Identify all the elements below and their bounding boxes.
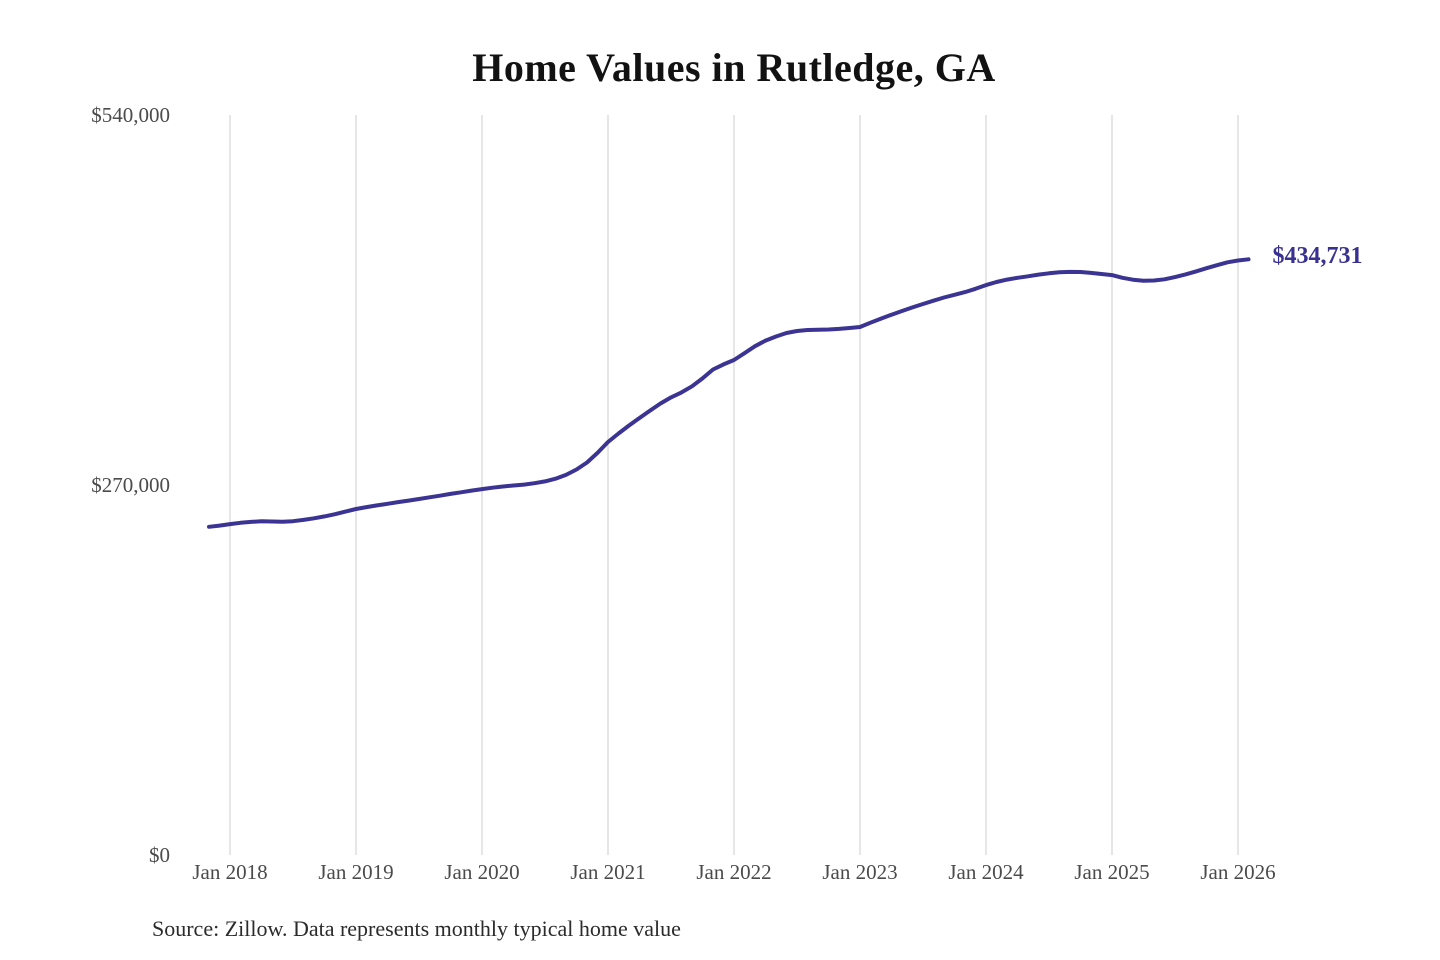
last-value-label: $434,731 xyxy=(1272,243,1363,270)
x-axis-tick-label: Jan 2025 xyxy=(1074,860,1150,884)
y-axis-tick-label: $0 xyxy=(149,843,170,867)
gridlines xyxy=(229,115,1239,855)
home-value-line xyxy=(207,257,1251,529)
x-axis-tick-label: Jan 2021 xyxy=(570,860,646,884)
y-axis-tick-label: $540,000 xyxy=(91,103,170,127)
x-axis-tick-label: Jan 2023 xyxy=(822,860,898,884)
x-axis-tick-label: Jan 2022 xyxy=(696,860,772,884)
y-axis-tick-label: $270,000 xyxy=(91,473,170,497)
x-axis-tick-label: Jan 2024 xyxy=(948,860,1024,884)
source-note: Source: Zillow. Data represents monthly … xyxy=(152,916,681,941)
x-axis-tick-label: Jan 2019 xyxy=(318,860,394,884)
x-axis-tick-label: Jan 2018 xyxy=(192,860,268,884)
x-axis-tick-label: Jan 2020 xyxy=(444,860,520,884)
x-axis-tick-label: Jan 2026 xyxy=(1200,860,1276,884)
chart-title: Home Values in Rutledge, GA xyxy=(472,45,996,90)
